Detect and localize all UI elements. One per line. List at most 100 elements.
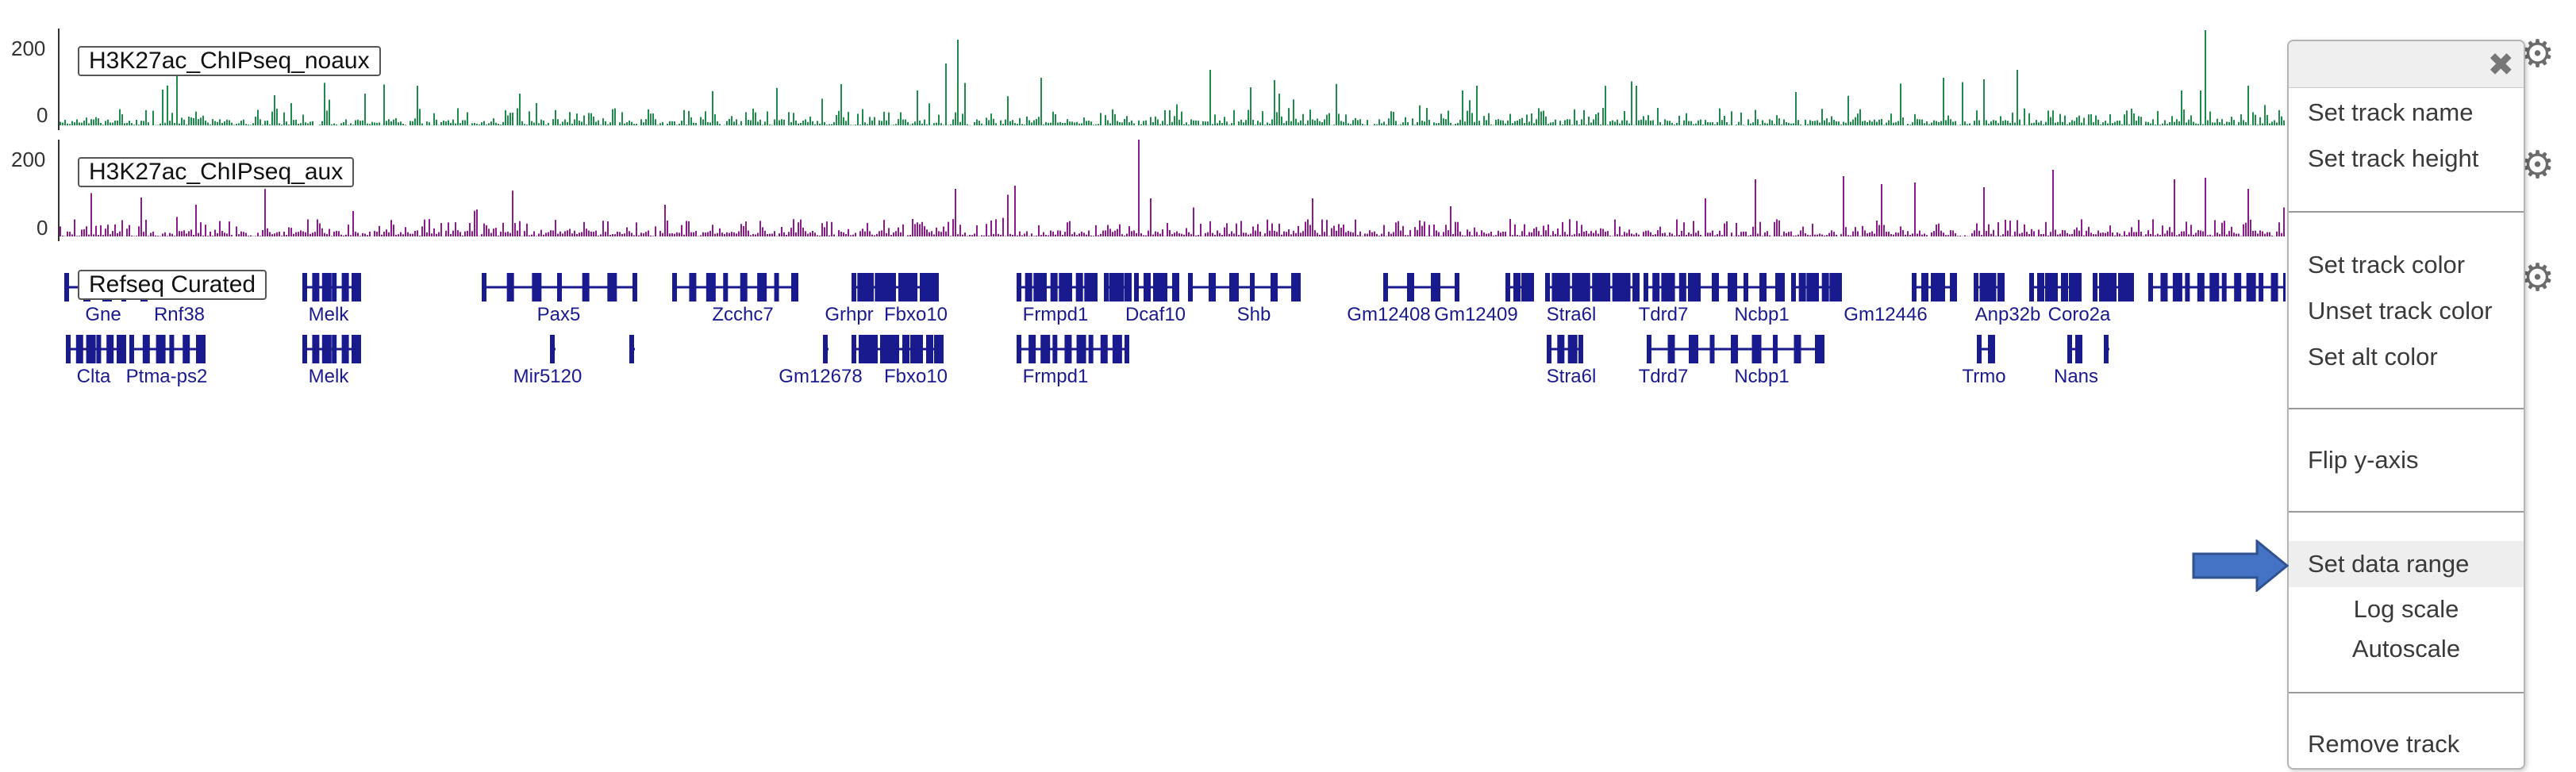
exon	[2283, 273, 2286, 302]
menu-item-unset-track-color[interactable]: Unset track color	[2308, 297, 2493, 325]
exon	[1059, 273, 1069, 302]
gene-label[interactable]: Frmpd1	[1023, 366, 1089, 387]
gene-label[interactable]: Tdrd7	[1639, 304, 1689, 325]
track-name-label[interactable]: H3K27ac_ChIPseq_noaux	[78, 46, 381, 76]
gear-icon[interactable]: ⚙	[2520, 255, 2555, 300]
menu-item-set-alt-color[interactable]: Set alt color	[2308, 343, 2438, 371]
gene-label[interactable]: Stra6l	[1547, 304, 1597, 325]
menu-divider	[2289, 692, 2524, 693]
gene-label[interactable]: Shb	[1237, 304, 1271, 325]
exon	[1661, 273, 1671, 302]
exon	[1950, 273, 1957, 302]
gene-label[interactable]: Tdrd7	[1639, 366, 1689, 387]
exon	[791, 273, 798, 302]
exon	[75, 335, 83, 363]
exon	[341, 273, 349, 302]
track-name-label[interactable]: Refseq Curated	[78, 270, 267, 300]
exon	[2029, 273, 2034, 302]
gene-label[interactable]: Dcaf10	[1125, 304, 1186, 325]
gene-label[interactable]: Ncbp1	[1734, 304, 1789, 325]
exon	[2077, 273, 2082, 302]
track-axis-max: 200	[11, 36, 46, 60]
exon	[1751, 335, 1762, 363]
menu-item-log-scale[interactable]: Log scale	[2353, 595, 2459, 623]
exon	[1431, 273, 1440, 302]
exon	[1050, 273, 1058, 302]
exon	[482, 273, 486, 302]
exon	[1837, 273, 1842, 302]
gene-label[interactable]: Rnf38	[154, 304, 205, 325]
gene-label[interactable]: Gm12446	[1844, 304, 1927, 325]
track-name-label[interactable]: H3K27ac_ChIPseq_aux	[78, 157, 355, 187]
gene-label[interactable]: Gm12409	[1434, 304, 1517, 325]
exon	[1250, 273, 1255, 302]
exon	[1988, 335, 1995, 363]
gene-label[interactable]: Ncbp1	[1734, 366, 1789, 387]
menu-item-set-data-range[interactable]: Set data range	[2289, 541, 2524, 587]
exon	[321, 273, 332, 302]
exon	[1571, 273, 1579, 302]
gene-label[interactable]: Stra6l	[1547, 366, 1597, 387]
gene-label[interactable]: Gm12408	[1347, 304, 1430, 325]
exon	[1229, 273, 1239, 302]
gear-icon[interactable]: ⚙	[2520, 143, 2555, 187]
exon	[1119, 273, 1125, 302]
gene-label[interactable]: Anp32b	[1975, 304, 2041, 325]
menu-divider	[2289, 211, 2524, 213]
gene-label[interactable]: Fbxo10	[884, 304, 948, 325]
gene-label[interactable]: Mir5120	[513, 366, 582, 387]
exon	[607, 273, 617, 302]
exon	[891, 273, 896, 302]
gene-label[interactable]: Melk	[309, 304, 350, 325]
exon	[117, 335, 126, 363]
exon	[857, 273, 865, 302]
gene-label[interactable]: Pax5	[537, 304, 581, 325]
menu-item-set-track-height[interactable]: Set track height	[2308, 144, 2479, 172]
exon	[66, 335, 71, 363]
exon	[1513, 273, 1521, 302]
gene-label[interactable]: Nans	[2054, 366, 2098, 387]
gene-label[interactable]: Coro2a	[2048, 304, 2111, 325]
exon	[926, 335, 933, 363]
exon	[2221, 273, 2227, 302]
exon	[1188, 273, 1193, 302]
exon	[1025, 273, 1032, 302]
gene-label[interactable]: Grhpr	[825, 304, 873, 325]
exon	[352, 335, 361, 363]
exon	[1100, 335, 1108, 363]
gene-label[interactable]: Fbxo10	[884, 366, 948, 387]
menu-item-set-track-name[interactable]: Set track name	[2308, 98, 2474, 126]
exon	[532, 273, 542, 302]
exon	[1829, 273, 1840, 302]
menu-item-set-track-color[interactable]: Set track color	[2308, 251, 2466, 278]
gene-label[interactable]: Gne	[85, 304, 121, 325]
gene-label[interactable]: Zcchc7	[712, 304, 773, 325]
gene-label[interactable]: Ptma-ps2	[126, 366, 208, 387]
close-icon[interactable]: ✖	[2487, 47, 2514, 83]
gene-label[interactable]: Gm12678	[779, 366, 862, 387]
exon	[1172, 273, 1179, 302]
exon	[672, 273, 677, 302]
gear-icon[interactable]: ⚙	[2520, 32, 2555, 76]
menu-divider	[2289, 408, 2524, 409]
exon	[706, 273, 716, 302]
genome-viewer: 200 0 H3K27ac_ChIPseq_noaux 200 0 H3K27a…	[11, 29, 2555, 387]
gene-label[interactable]: Trmo	[1962, 366, 2005, 387]
gene-label[interactable]: Frmpd1	[1023, 304, 1089, 325]
exon	[1977, 335, 1982, 363]
menu-item-flip-y-axis[interactable]: Flip y-axis	[2308, 446, 2419, 474]
exon	[873, 335, 878, 363]
exon	[1505, 273, 1510, 302]
exon	[1667, 335, 1675, 363]
gene-label[interactable]: Melk	[309, 366, 350, 387]
exon	[550, 335, 555, 363]
exon	[1093, 273, 1098, 302]
gene-label[interactable]: Clta	[77, 366, 111, 387]
menu-item-autoscale[interactable]: Autoscale	[2351, 635, 2461, 663]
exon	[934, 335, 944, 363]
exon	[341, 335, 349, 363]
exon	[1775, 273, 1785, 302]
exon	[1689, 335, 1698, 363]
exon	[332, 273, 337, 302]
menu-item-remove-track[interactable]: Remove track	[2308, 730, 2460, 758]
